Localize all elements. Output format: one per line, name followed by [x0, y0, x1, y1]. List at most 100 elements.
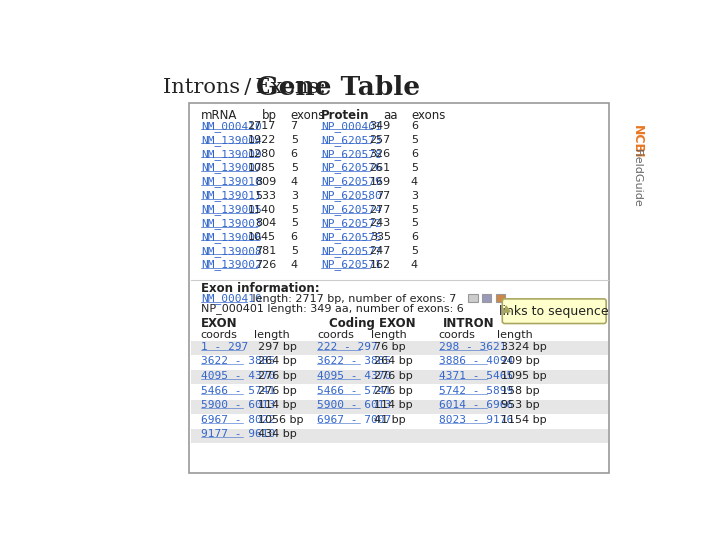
- Text: 264 bp: 264 bp: [258, 356, 297, 366]
- Text: 6: 6: [291, 232, 297, 242]
- Text: NM_139007: NM_139007: [201, 163, 261, 173]
- Text: 243: 243: [369, 218, 391, 228]
- Text: 6: 6: [291, 149, 297, 159]
- Text: 9177 - 9610: 9177 - 9610: [201, 429, 275, 440]
- Text: NP_620571: NP_620571: [321, 260, 382, 271]
- Text: NP_620576: NP_620576: [321, 163, 382, 173]
- Text: 222 - 297: 222 - 297: [317, 342, 378, 352]
- Text: 5466 - 5741: 5466 - 5741: [317, 386, 392, 395]
- Text: 5900 - 6013: 5900 - 6013: [201, 400, 275, 410]
- Text: NM_139009: NM_139009: [201, 148, 261, 160]
- Text: 953 bp: 953 bp: [500, 400, 539, 410]
- Text: NM_000410: NM_000410: [201, 121, 261, 132]
- Text: 5: 5: [291, 205, 297, 214]
- Text: 434 bp: 434 bp: [258, 429, 297, 440]
- Text: NCBI: NCBI: [631, 125, 644, 159]
- Text: 6014 - 6966: 6014 - 6966: [438, 400, 513, 410]
- FancyBboxPatch shape: [191, 400, 608, 414]
- Text: 8023 - 9176: 8023 - 9176: [438, 415, 513, 425]
- Text: 4095 - 4370: 4095 - 4370: [201, 371, 275, 381]
- Text: EXON: EXON: [201, 317, 238, 330]
- Text: mRNA: mRNA: [201, 109, 237, 122]
- Text: 1045: 1045: [248, 232, 276, 242]
- Text: 169: 169: [369, 177, 391, 187]
- Text: 276 bp: 276 bp: [258, 371, 297, 381]
- Text: 6967 - 7007: 6967 - 7007: [317, 415, 392, 425]
- Text: 114 bp: 114 bp: [258, 400, 297, 410]
- Text: 5: 5: [411, 163, 418, 173]
- Text: 1280: 1280: [248, 149, 276, 159]
- Text: length: length: [497, 330, 533, 340]
- Text: 3622 - 3885: 3622 - 3885: [201, 356, 275, 366]
- Text: Exon information:: Exon information:: [201, 282, 320, 295]
- Text: NP_000401 length: 349 aa, number of exons: 6: NP_000401 length: 349 aa, number of exon…: [201, 302, 464, 314]
- Text: 5742 - 5899: 5742 - 5899: [438, 386, 513, 395]
- FancyBboxPatch shape: [189, 103, 609, 473]
- Text: NM_139006: NM_139006: [201, 232, 261, 243]
- Text: NP_620580: NP_620580: [321, 190, 382, 201]
- Text: NP_000401: NP_000401: [321, 121, 382, 132]
- Text: 809: 809: [255, 177, 276, 187]
- Text: 7: 7: [291, 122, 297, 131]
- Text: NM_139008: NM_139008: [201, 246, 261, 256]
- Text: 257: 257: [369, 135, 391, 145]
- Text: NM_139003: NM_139003: [201, 218, 261, 229]
- Text: 5900 - 6013: 5900 - 6013: [317, 400, 392, 410]
- Text: 277: 277: [369, 205, 391, 214]
- Text: 1922: 1922: [248, 135, 276, 145]
- Text: length: length: [371, 330, 406, 340]
- Text: 804: 804: [255, 218, 276, 228]
- Text: exons: exons: [412, 109, 446, 122]
- Text: coords: coords: [201, 330, 238, 340]
- Text: 2717: 2717: [248, 122, 276, 131]
- Text: 4371 - 5465: 4371 - 5465: [438, 371, 513, 381]
- Text: Introns / Exons:: Introns / Exons:: [163, 78, 327, 97]
- Text: 726: 726: [255, 260, 276, 270]
- Text: 261: 261: [369, 163, 391, 173]
- Text: Coding EXON: Coding EXON: [329, 317, 415, 330]
- Text: NM_000410: NM_000410: [201, 293, 261, 305]
- Text: exons: exons: [290, 109, 324, 122]
- Text: 4: 4: [291, 260, 297, 270]
- Text: NM_139011: NM_139011: [201, 190, 261, 201]
- Text: Gene Table: Gene Table: [256, 76, 420, 100]
- Text: NM_139010: NM_139010: [201, 177, 261, 187]
- Text: 4: 4: [410, 260, 418, 270]
- Text: 3: 3: [411, 191, 418, 201]
- Text: 3622 - 3885: 3622 - 3885: [317, 356, 392, 366]
- FancyBboxPatch shape: [191, 370, 608, 384]
- Text: aa: aa: [383, 109, 397, 122]
- Text: NM_139002: NM_139002: [201, 260, 261, 271]
- Text: 4: 4: [291, 177, 297, 187]
- Text: 162: 162: [369, 260, 391, 270]
- Text: 3886 - 4094: 3886 - 4094: [438, 356, 513, 366]
- Text: 1095 bp: 1095 bp: [500, 371, 546, 381]
- Text: 114 bp: 114 bp: [374, 400, 413, 410]
- Text: 5: 5: [411, 135, 418, 145]
- Text: NM_139004: NM_139004: [201, 135, 261, 146]
- Text: 41 bp: 41 bp: [374, 415, 406, 425]
- Text: 5466 - 5741: 5466 - 5741: [201, 386, 275, 395]
- Text: 4: 4: [410, 177, 418, 187]
- Text: 264 bp: 264 bp: [374, 356, 413, 366]
- Text: 3324 bp: 3324 bp: [500, 342, 546, 352]
- Text: 5: 5: [411, 218, 418, 228]
- Text: 77: 77: [377, 191, 391, 201]
- FancyBboxPatch shape: [482, 294, 492, 302]
- Text: NP_620579: NP_620579: [321, 177, 382, 187]
- FancyBboxPatch shape: [468, 294, 477, 302]
- Text: 5: 5: [291, 135, 297, 145]
- Text: 533: 533: [255, 191, 276, 201]
- Text: 209 bp: 209 bp: [500, 356, 539, 366]
- Text: 6: 6: [411, 149, 418, 159]
- FancyBboxPatch shape: [496, 294, 505, 302]
- Text: 335: 335: [369, 232, 391, 242]
- Text: 1 - 297: 1 - 297: [201, 342, 248, 352]
- Text: 5: 5: [291, 218, 297, 228]
- Text: INTRON: INTRON: [443, 317, 494, 330]
- Text: NP_620577: NP_620577: [321, 246, 382, 256]
- Text: 1056 bp: 1056 bp: [258, 415, 304, 425]
- Text: 5: 5: [291, 246, 297, 256]
- Text: 4095 - 4370: 4095 - 4370: [317, 371, 392, 381]
- Text: 5: 5: [291, 163, 297, 173]
